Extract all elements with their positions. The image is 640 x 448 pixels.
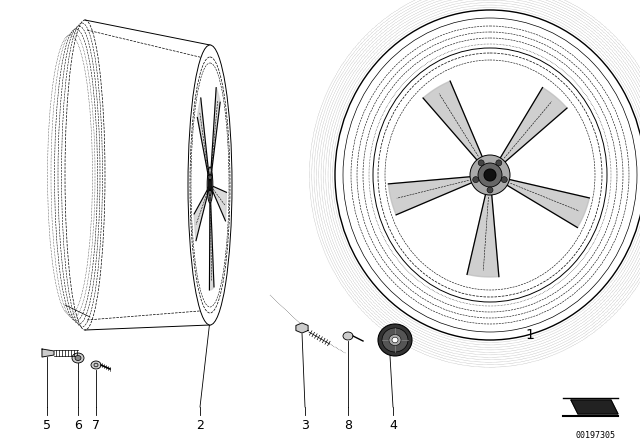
Polygon shape bbox=[197, 98, 209, 173]
Text: 4: 4 bbox=[389, 419, 397, 432]
Ellipse shape bbox=[382, 328, 408, 352]
Text: 2: 2 bbox=[196, 419, 204, 432]
Ellipse shape bbox=[343, 332, 353, 340]
Polygon shape bbox=[209, 202, 214, 290]
Polygon shape bbox=[42, 349, 54, 357]
Polygon shape bbox=[212, 186, 227, 221]
Text: 3: 3 bbox=[301, 419, 309, 432]
Ellipse shape bbox=[487, 187, 493, 193]
Text: 00197305: 00197305 bbox=[575, 431, 615, 440]
Ellipse shape bbox=[207, 167, 213, 203]
Ellipse shape bbox=[392, 337, 398, 343]
Ellipse shape bbox=[335, 10, 640, 340]
Ellipse shape bbox=[209, 179, 211, 191]
Text: 1: 1 bbox=[525, 328, 534, 342]
Ellipse shape bbox=[501, 177, 508, 183]
Ellipse shape bbox=[208, 171, 209, 176]
Polygon shape bbox=[507, 180, 589, 228]
Ellipse shape bbox=[91, 361, 101, 369]
Ellipse shape bbox=[207, 187, 208, 192]
Polygon shape bbox=[388, 177, 472, 215]
Ellipse shape bbox=[484, 169, 496, 181]
Ellipse shape bbox=[470, 155, 510, 195]
Text: 5: 5 bbox=[43, 419, 51, 432]
Ellipse shape bbox=[378, 324, 412, 356]
Ellipse shape bbox=[75, 356, 81, 361]
Polygon shape bbox=[423, 81, 482, 160]
Ellipse shape bbox=[478, 160, 484, 166]
Polygon shape bbox=[467, 194, 499, 277]
Text: 8: 8 bbox=[344, 419, 352, 432]
Polygon shape bbox=[296, 323, 308, 333]
Ellipse shape bbox=[389, 335, 401, 345]
Ellipse shape bbox=[211, 171, 212, 176]
Text: 6: 6 bbox=[74, 419, 82, 432]
Ellipse shape bbox=[473, 177, 479, 183]
Polygon shape bbox=[194, 190, 207, 241]
Ellipse shape bbox=[496, 160, 502, 166]
Ellipse shape bbox=[373, 48, 607, 302]
Ellipse shape bbox=[210, 197, 211, 202]
Ellipse shape bbox=[208, 174, 212, 196]
Ellipse shape bbox=[72, 353, 84, 363]
Polygon shape bbox=[571, 400, 618, 414]
Polygon shape bbox=[211, 88, 220, 171]
Ellipse shape bbox=[478, 163, 502, 187]
Polygon shape bbox=[500, 87, 567, 162]
Ellipse shape bbox=[188, 45, 232, 325]
Text: 7: 7 bbox=[92, 419, 100, 432]
